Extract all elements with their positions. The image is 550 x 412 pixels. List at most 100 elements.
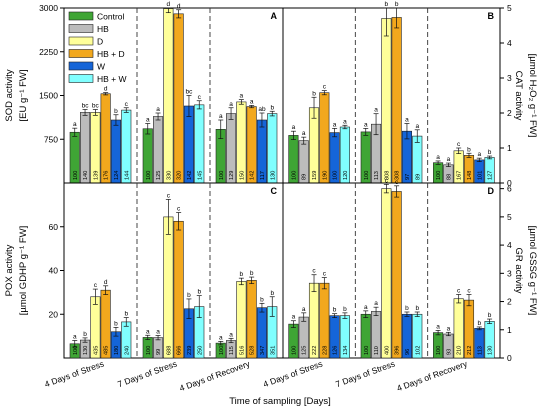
significance-letter: a [302,306,306,313]
legend-label: W [97,62,105,72]
panel-b: 0 1 2 3 4 5 CAT activity [µmol H₂O₂ g⁻¹ FW] Ba 10… [282,1,538,188]
percent-label: 145 [197,171,203,180]
significance-letter: c [177,206,181,213]
percent-label: 100 [436,346,442,355]
bar [173,13,184,184]
significance-letter: c [467,287,471,294]
bar [381,188,392,359]
legend-swatch [68,49,94,58]
legend: Control HB D HB + D W HB + W [68,12,127,84]
significance-letter: a [146,117,150,124]
significance-letter: c [323,271,327,278]
panel-letter: A [271,11,278,21]
y-tick-label: 0 [507,178,512,188]
percent-label: 180 [114,346,120,355]
bar [173,220,184,359]
significance-letter: bc [92,103,100,110]
significance-letter: d [177,3,181,10]
significance-letter: b [240,271,244,278]
percent-label: 130 [83,346,89,355]
significance-letter: c [312,268,316,275]
y-tick-label: 0 [507,353,512,363]
significance-letter: a [405,117,409,124]
percent-label: 115 [229,346,235,355]
percent-label: 102 [415,346,421,355]
significance-letter: b [270,104,274,111]
significance-letter: b [395,1,399,8]
bar [391,17,402,184]
x-tick-label: 7 Days of Stress [116,358,178,389]
percent-label: 134 [343,346,349,355]
percent-label: 159 [312,171,318,180]
bar [163,216,174,359]
legend-label: Control [97,12,125,22]
significance-letter: a [73,121,77,128]
significance-letter: a [374,300,378,307]
y-tick-label: 40 [49,266,59,276]
significance-letter: a [73,334,77,341]
x-tick-label: 4 Days of Recovery [178,358,252,393]
percent-label: 110 [374,346,380,355]
percent-label: 142 [250,171,256,180]
significance-letter: b [83,331,87,338]
percent-label: 347 [260,346,266,355]
percent-label: 435 [93,346,99,355]
y-tick-label: 2250 [39,47,58,57]
legend-swatch [68,24,94,33]
significance-letter: c [395,179,399,186]
y-tick-label: 1 [507,325,512,335]
significance-letter: b [187,292,191,299]
y-tick-label: 3 [507,73,512,83]
y-tick-label: 3000 [39,3,58,13]
percent-label: 239 [187,346,193,355]
bar [163,8,174,184]
percent-label: 113 [477,346,483,355]
bar [381,18,392,184]
bar [100,93,111,184]
y-tick-label: 1500 [39,91,58,101]
significance-letter: a [333,121,337,128]
percent-label: 125 [302,346,308,355]
percent-label: 485 [104,346,110,355]
significance-letter: a [292,314,296,321]
legend-label: HB + D [97,49,125,59]
y-axis-title: GR activity [513,248,524,294]
significance-letter: c [198,94,202,101]
significance-letter: a [364,121,368,128]
percent-label: 100 [146,171,152,180]
significance-letter: b [343,306,347,313]
significance-letter: c [457,141,461,148]
panel-letter: D [488,186,495,196]
y-tick-label: 1 [507,143,512,153]
percent-label: 250 [197,346,203,355]
percent-label: 142 [187,171,193,180]
significance-letter: b [333,307,337,314]
significance-letter: b [488,149,492,156]
percent-label: 100 [73,346,79,355]
percent-label: 117 [260,171,266,180]
significance-letter: a [146,328,150,335]
significance-letter: a [415,123,419,130]
y-tick-label: 20 [49,309,59,319]
percent-label: 130 [270,171,276,180]
percent-label: 88 [446,174,452,180]
y-tick-label: 6 [507,184,512,194]
x-tick-label: 4 Days of Recovery [395,358,469,393]
significance-letter: b [477,320,481,327]
y-tick-label: 60 [49,222,59,232]
y-axis-title: SOD activity [4,69,15,122]
significance-letter: b [415,305,419,312]
significance-letter: a [292,124,296,131]
x-tick-label: 4 Days of Stress [43,358,105,389]
percent-label: 89 [415,174,421,180]
significance-letter: d [104,86,108,93]
percent-label: 120 [343,171,349,180]
legend-swatch [68,74,94,83]
significance-letter: c [385,177,389,184]
panel-frame [282,182,501,359]
significance-letter: a [219,334,223,341]
percent-label: 129 [229,171,235,180]
panel-letter: C [271,186,278,196]
significance-letter: a [156,328,160,335]
